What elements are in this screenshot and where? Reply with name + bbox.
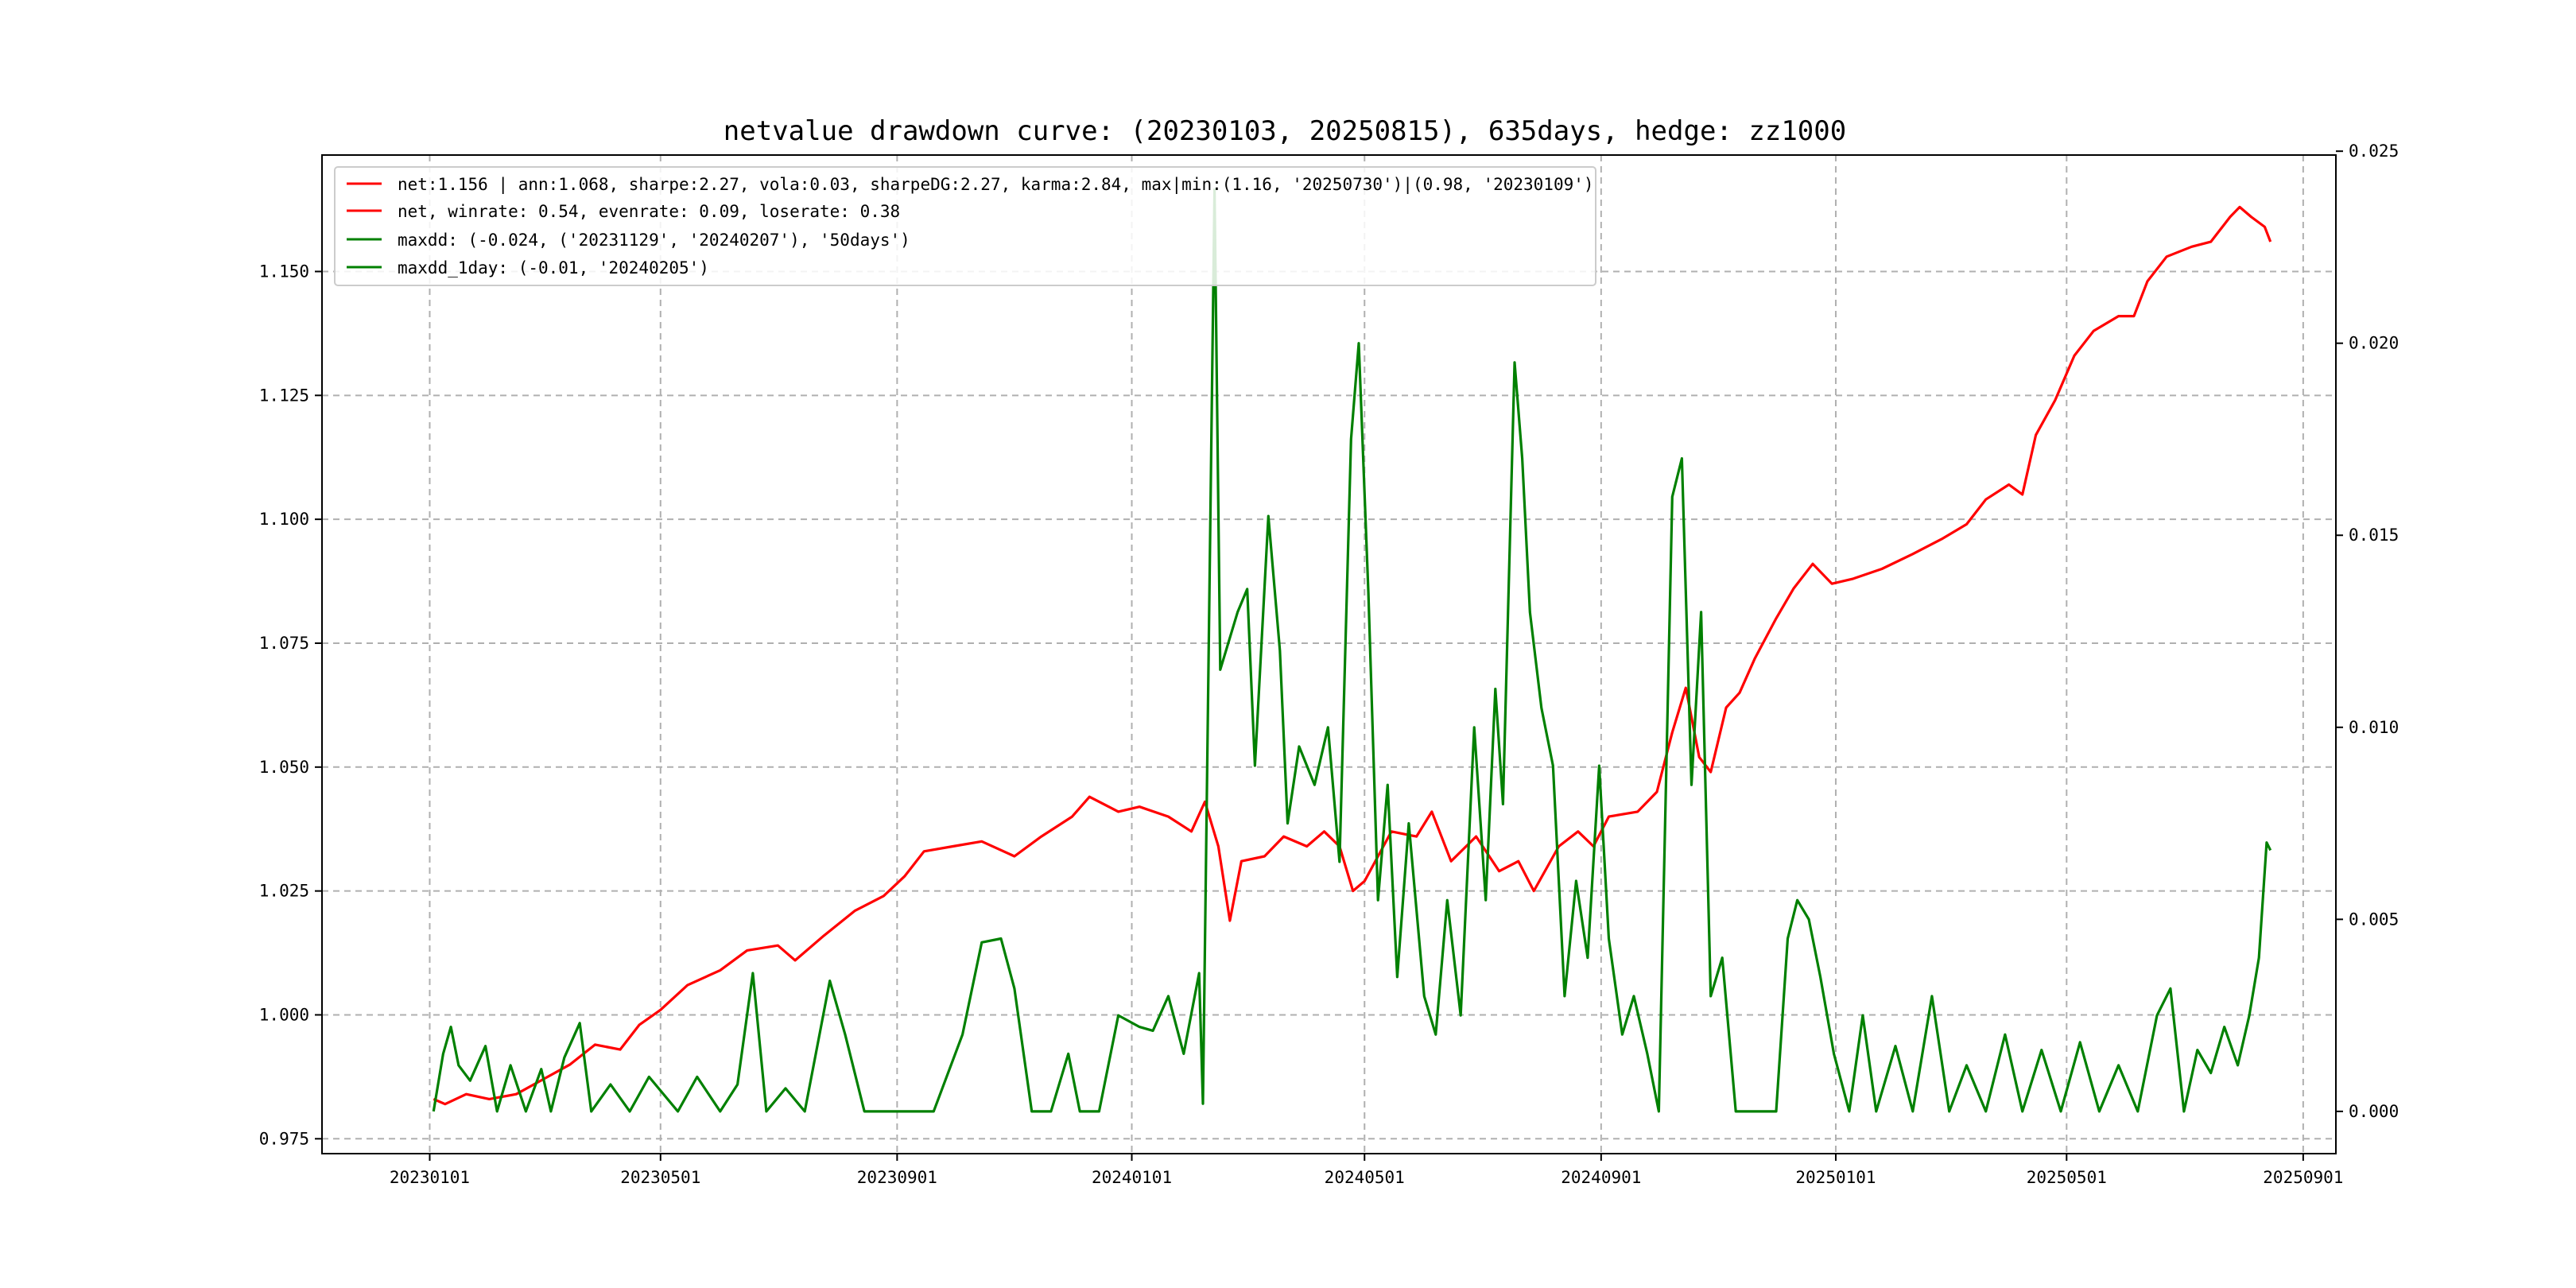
chart-title: netvalue drawdown curve: (20230103, 2025… (724, 115, 1846, 147)
ticks: 20230101 20230501 20230901 20240101 20240501… (259, 142, 2399, 1187)
legend-box (334, 166, 1596, 286)
x-tick-label: 20250901 (2263, 1168, 2343, 1187)
y-left-tick-label: 1.050 (259, 758, 309, 777)
plot-frame (321, 154, 2337, 1154)
x-tick-label: 20240501 (1325, 1168, 1405, 1187)
x-tick-label: 20230901 (857, 1168, 937, 1187)
y-left-tick-label: 1.100 (259, 510, 309, 529)
legend: net:1.156 | ann:1.068, sharpe:2.27, vola… (334, 166, 1596, 286)
series-layer (432, 188, 2272, 1113)
x-tick-label: 20250101 (1795, 1168, 1876, 1187)
x-tick-label: 20230101 (390, 1168, 470, 1187)
y-left-tick-label: 0.975 (259, 1129, 309, 1148)
x-tick-label: 20250501 (2027, 1168, 2107, 1187)
legend-label-net: net:1.156 | ann:1.068, sharpe:2.27, vola… (398, 175, 1594, 195)
y-right-tick-label: 0.020 (2349, 334, 2399, 353)
y-right-tick-label: 0.000 (2349, 1102, 2399, 1121)
y-left-tick-label: 1.150 (259, 262, 309, 281)
y-left-tick-label: 1.000 (259, 1005, 309, 1024)
y-left-tick-label: 1.125 (259, 386, 309, 405)
y-left-tick-label: 1.075 (259, 634, 309, 653)
maxdd-line (432, 188, 2272, 1113)
x-tick-label: 20240101 (1092, 1168, 1172, 1187)
grid (322, 155, 2336, 1154)
x-tick-label: 20230501 (620, 1168, 700, 1187)
y-right-tick-label: 0.015 (2349, 526, 2399, 545)
y-right-tick-label: 0.005 (2349, 910, 2399, 929)
legend-label-winrate: net, winrate: 0.54, evenrate: 0.09, lose… (398, 202, 900, 221)
y-right-tick-label: 0.025 (2349, 142, 2399, 161)
y-right-tick-label: 0.010 (2349, 718, 2399, 737)
net-value-line (433, 205, 2272, 1106)
legend-label-maxdd-1day: maxdd_1day: (-0.01, '20240205') (398, 258, 709, 277)
x-tick-label: 20240901 (1561, 1168, 1641, 1187)
legend-label-maxdd: maxdd: (-0.024, ('20231129', '20240207')… (398, 231, 910, 250)
y-left-tick-label: 1.025 (259, 882, 309, 901)
